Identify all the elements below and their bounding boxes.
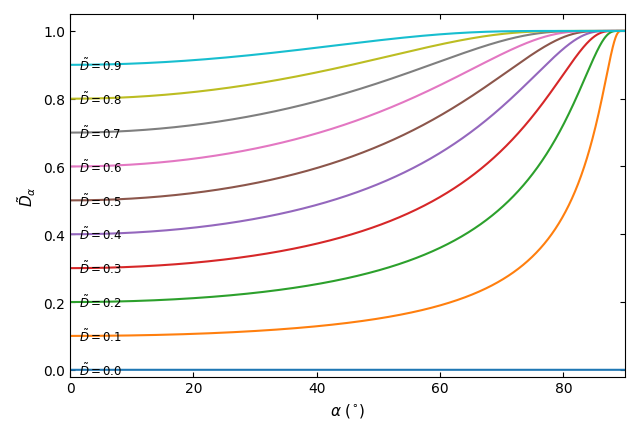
Text: $\tilde{D} = 0.2$: $\tilde{D} = 0.2$ bbox=[79, 294, 122, 310]
X-axis label: $\alpha$ ($^{\circ}$): $\alpha$ ($^{\circ}$) bbox=[330, 401, 365, 419]
Text: $\tilde{D} = 0.1$: $\tilde{D} = 0.1$ bbox=[79, 328, 122, 344]
Text: $\tilde{D} = 0.9$: $\tilde{D} = 0.9$ bbox=[79, 58, 123, 74]
Text: $\tilde{D} = 0.3$: $\tilde{D} = 0.3$ bbox=[79, 260, 122, 277]
Text: $\tilde{D} = 0.7$: $\tilde{D} = 0.7$ bbox=[79, 125, 122, 141]
Text: $\tilde{D} = 0.5$: $\tilde{D} = 0.5$ bbox=[79, 193, 122, 209]
Text: $\tilde{D} = 0.8$: $\tilde{D} = 0.8$ bbox=[79, 91, 122, 108]
Text: $\tilde{D} = 0.4$: $\tilde{D} = 0.4$ bbox=[79, 227, 123, 243]
Text: $\tilde{D} = 0.0$: $\tilde{D} = 0.0$ bbox=[79, 362, 123, 378]
Y-axis label: $\tilde{D}_{\alpha}$: $\tilde{D}_{\alpha}$ bbox=[15, 185, 38, 206]
Text: $\tilde{D} = 0.6$: $\tilde{D} = 0.6$ bbox=[79, 159, 123, 175]
